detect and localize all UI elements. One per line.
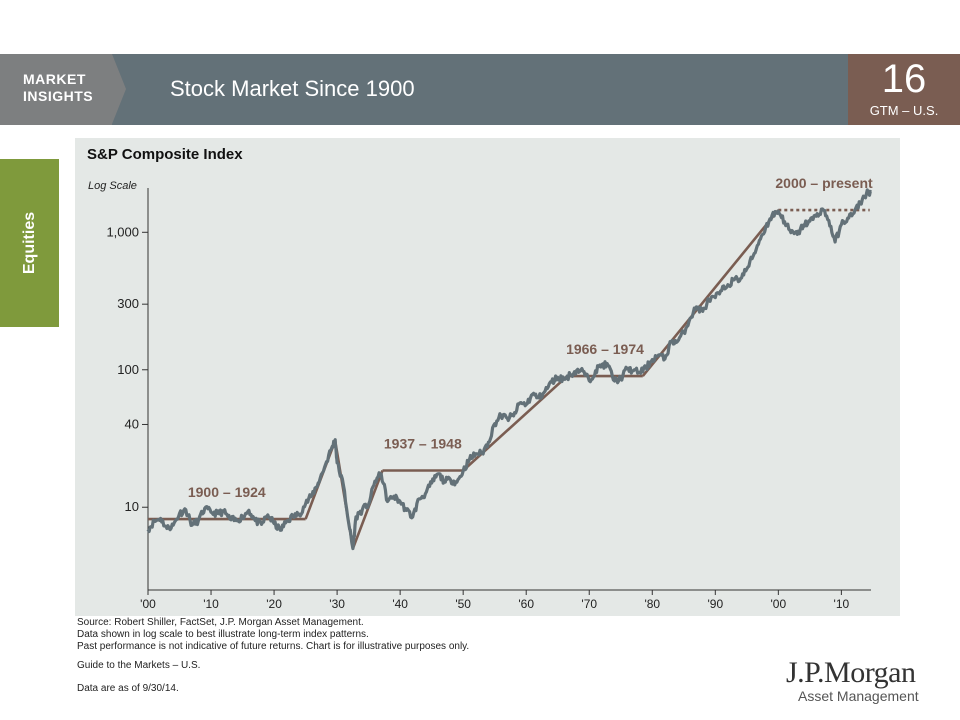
page-number-block: 16 GTM – U.S. (848, 54, 960, 125)
x-tick-label: '10 (834, 597, 850, 611)
y-tick-label: 10 (125, 499, 139, 514)
x-tick-label: '80 (644, 597, 660, 611)
x-tick-label: '90 (707, 597, 723, 611)
x-tick-label: '40 (392, 597, 408, 611)
page-code: GTM – U.S. (869, 103, 939, 118)
asset-management-label: Asset Management (798, 688, 919, 704)
x-tick-label: '30 (329, 597, 345, 611)
x-tick-label: '60 (518, 597, 534, 611)
section-tab-equities: Equities (0, 159, 59, 327)
y-tick-label: 40 (125, 416, 139, 431)
y-scale-label: Log Scale (88, 180, 137, 192)
title-block: Stock Market Since 1900 (112, 54, 848, 125)
header-bar: MARKET INSIGHTS Stock Market Since 1900 … (0, 54, 960, 125)
x-tick-label: '10 (203, 597, 219, 611)
page-number: 16 (881, 57, 927, 101)
market-insights-label: MARKET INSIGHTS (23, 71, 93, 105)
brand-line-2: INSIGHTS (23, 88, 94, 104)
sp-composite-line (146, 188, 872, 551)
trend-label: 1937 – 1948 (384, 436, 462, 452)
y-tick-label: 100 (117, 362, 139, 377)
x-tick-label: '00 (771, 597, 787, 611)
chart-panel (75, 138, 900, 616)
footer-note-2: Past performance is not indicative of fu… (77, 641, 470, 652)
brand-block: MARKET INSIGHTS (0, 54, 112, 125)
series-group (146, 188, 872, 551)
trend-label: 1966 – 1974 (566, 341, 644, 357)
chart-title: S&P Composite Index (87, 146, 243, 163)
x-tick-label: '20 (266, 597, 282, 611)
trend-label: 2000 – present (775, 175, 873, 191)
brand-line-1: MARKET (23, 71, 86, 87)
brand-arrow (112, 54, 126, 124)
footer-guide: Guide to the Markets – U.S. (77, 660, 201, 671)
footer-note-1: Data shown in log scale to best illustra… (77, 629, 369, 640)
page-title: Stock Market Since 1900 (170, 76, 415, 101)
trend-label: 1900 – 1924 (188, 484, 266, 500)
x-tick-label: '50 (455, 597, 471, 611)
chart-axes: 10 40 100 300 1,000 '00 '10 '20 '30 '40 '50 '60 '70 '… (106, 188, 871, 611)
y-tick-label: 300 (117, 296, 139, 311)
footer-source: Source: Robert Shiller, FactSet, J.P. Mo… (77, 617, 364, 628)
x-tick-label: '70 (581, 597, 597, 611)
trend-line-5 (641, 209, 780, 377)
y-tick-label: 1,000 (106, 224, 139, 239)
jpmorgan-logo: J.P.Morgan (786, 656, 916, 689)
trend-labels: 1900 – 1924 1937 – 1948 1966 – 1974 2000 – … (188, 175, 873, 500)
footer-asof: Data are as of 9/30/14. (77, 683, 179, 694)
x-tick-label: '00 (140, 597, 156, 611)
